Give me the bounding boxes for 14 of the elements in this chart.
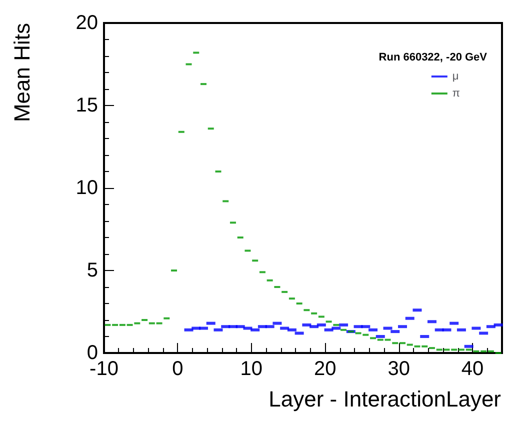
legend-label: π: [452, 88, 460, 100]
y-tick-label: 10: [76, 177, 98, 199]
x-tick-label: 20: [314, 358, 336, 380]
y-tick-label: 20: [76, 12, 98, 34]
legend-title: Run 660322, -20 GeV: [378, 52, 488, 64]
x-tick-label: 10: [240, 358, 263, 380]
x-axis-title: Layer - InteractionLayer: [268, 386, 501, 412]
x-tick-label: 30: [388, 358, 410, 380]
y-axis-title: Mean Hits: [10, 22, 34, 122]
y-tick-label: 15: [76, 94, 98, 116]
y-tick-label: 5: [86, 260, 98, 282]
x-tick-label: 40: [461, 358, 484, 380]
x-tick-label: 0: [172, 358, 184, 380]
legend-label: μ: [452, 70, 459, 82]
